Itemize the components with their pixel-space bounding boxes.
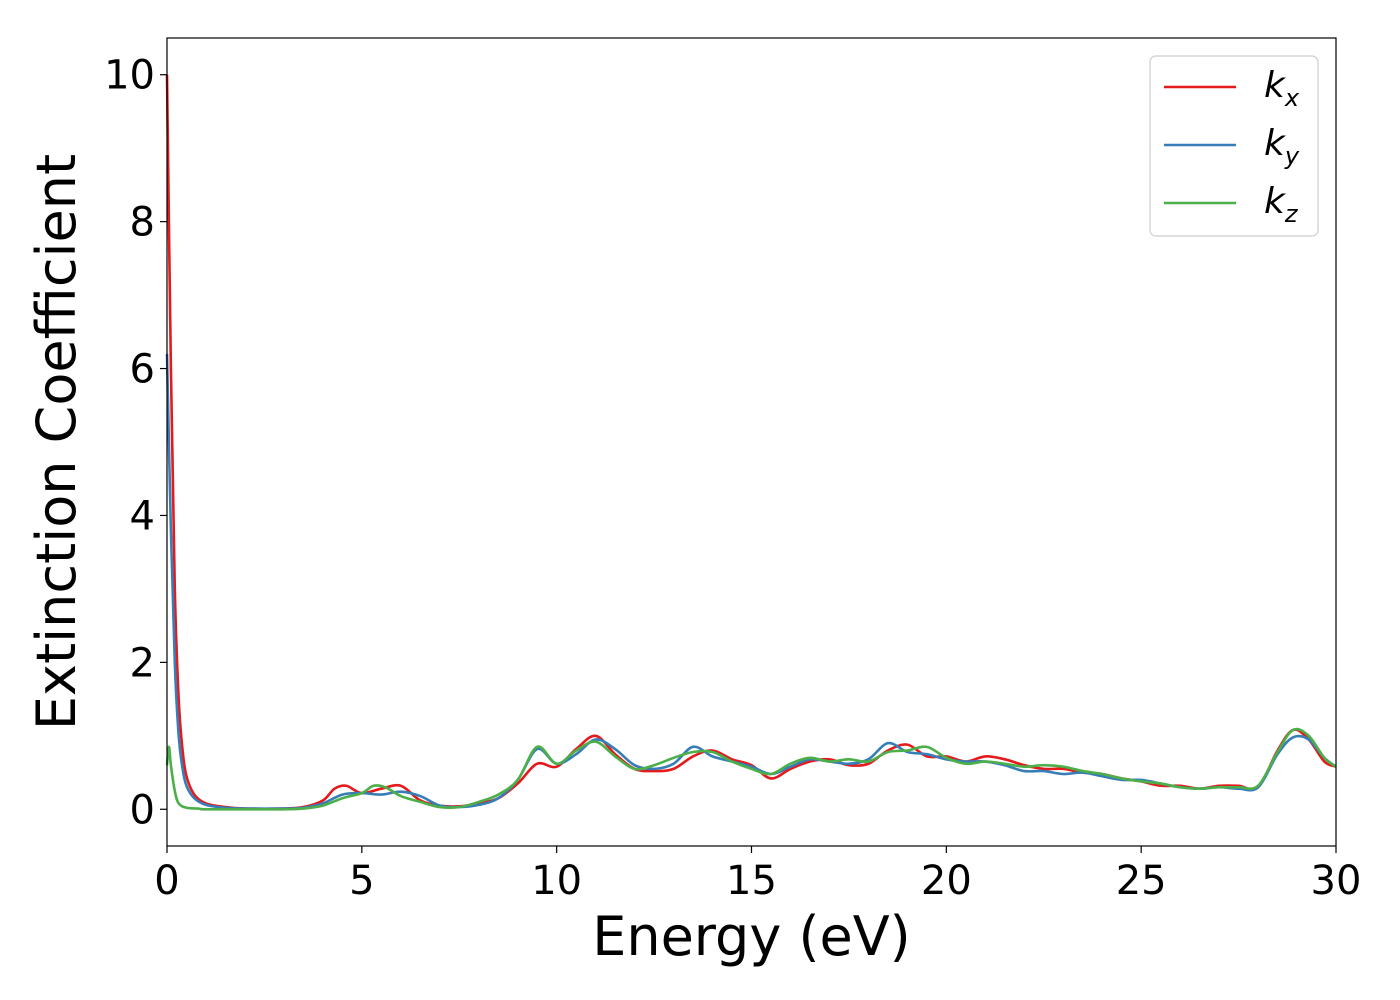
legend-label-kx: kx bbox=[1264, 65, 1300, 112]
y-tick-label: 6 bbox=[130, 347, 155, 393]
x-axis-title: Energy (eV) bbox=[592, 905, 911, 968]
legend-label-base: k bbox=[1264, 65, 1287, 106]
series-layer bbox=[165, 74, 1337, 811]
plot-background bbox=[167, 38, 1336, 846]
legend-label-ky: ky bbox=[1264, 123, 1300, 170]
y-tick-label: 2 bbox=[130, 640, 155, 686]
y-tick-label: 0 bbox=[130, 787, 155, 833]
x-tick-label: 5 bbox=[349, 858, 374, 904]
y-tick-label: 8 bbox=[130, 200, 155, 246]
x-tick-label: 10 bbox=[531, 858, 582, 904]
x-tick-label: 20 bbox=[921, 858, 972, 904]
y-tick-label: 4 bbox=[130, 493, 155, 539]
y-tick-label: 10 bbox=[104, 53, 155, 99]
legend-label-base: k bbox=[1264, 181, 1287, 222]
x-axis-ticks: 0 5 10 15 20 25 30 bbox=[154, 846, 1361, 904]
legend-label-subscript: z bbox=[1284, 200, 1299, 228]
x-tick-label: 0 bbox=[154, 858, 179, 904]
x-tick-label: 25 bbox=[1116, 858, 1167, 904]
x-tick-label: 30 bbox=[1311, 858, 1362, 904]
series-line-kz bbox=[165, 727, 1337, 811]
y-axis-title: Extinction Coefficient bbox=[25, 154, 88, 730]
y-axis-ticks: 0 2 4 6 8 10 bbox=[104, 53, 167, 833]
legend-label-subscript: x bbox=[1284, 84, 1300, 112]
legend-label-base: k bbox=[1264, 123, 1287, 164]
legend-label-subscript: y bbox=[1284, 142, 1300, 170]
legend-label-kz: kz bbox=[1264, 181, 1299, 228]
x-tick-label: 15 bbox=[726, 858, 777, 904]
